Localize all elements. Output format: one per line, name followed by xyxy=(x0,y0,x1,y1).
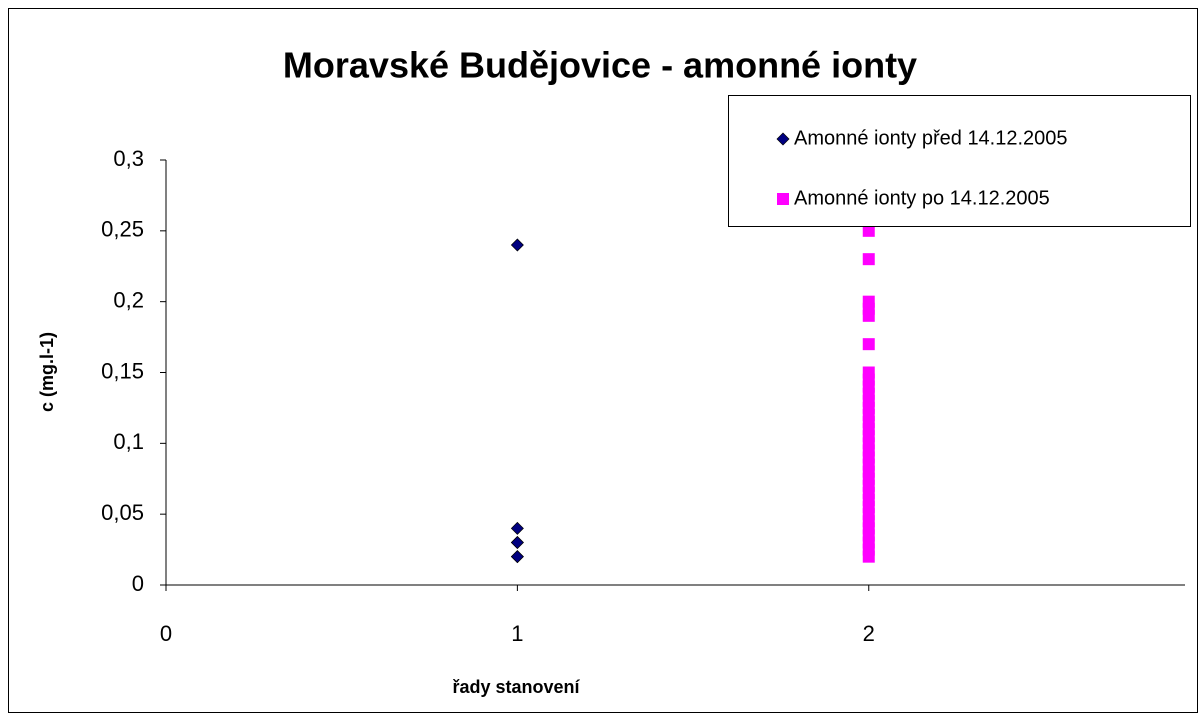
x-axis-label: řady stanovení xyxy=(452,677,580,697)
point xyxy=(862,338,875,351)
y-tick-label: 0,3 xyxy=(113,146,144,171)
y-tick-label: 0 xyxy=(132,571,144,596)
x-tick-label: 2 xyxy=(863,621,875,646)
point xyxy=(862,224,875,237)
point xyxy=(862,508,875,521)
chart-title: Moravské Budějovice - amonné ionty xyxy=(283,45,917,86)
point xyxy=(862,253,875,266)
y-axis-label: c (mg.l-1) xyxy=(37,332,57,412)
y-tick-label: 0,1 xyxy=(113,429,144,454)
y-tick-label: 0,25 xyxy=(101,217,144,242)
point xyxy=(862,309,875,322)
legend-marker xyxy=(777,193,789,205)
legend-marker xyxy=(776,132,790,146)
point xyxy=(862,550,875,563)
point xyxy=(510,536,524,549)
y-tick-label: 0,2 xyxy=(113,287,144,312)
legend-box xyxy=(728,95,1191,227)
x-tick-label: 0 xyxy=(160,621,172,646)
legend-label: Amonné ionty před 14.12.2005 xyxy=(794,127,1068,149)
y-tick-label: 0,05 xyxy=(101,500,144,525)
point xyxy=(510,550,524,564)
point xyxy=(510,238,524,252)
point xyxy=(510,521,524,535)
y-tick-label: 0,15 xyxy=(101,358,144,383)
legend-label: Amonné ionty po 14.12.2005 xyxy=(794,187,1050,209)
x-tick-label: 1 xyxy=(511,621,523,646)
